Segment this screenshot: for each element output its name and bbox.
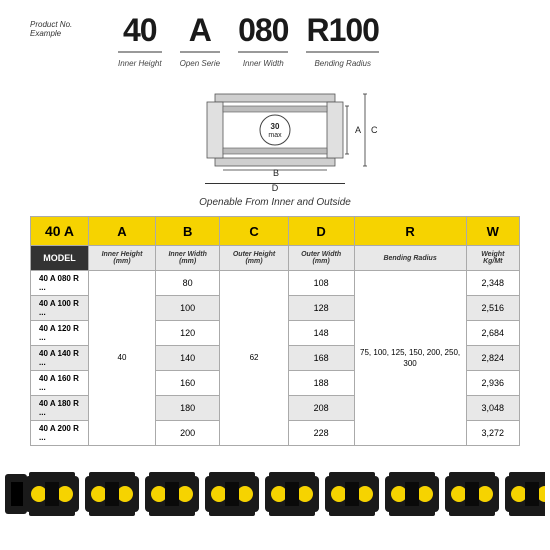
dim-d: D [0,183,550,193]
model-cell: 40 A 100 R ... [31,296,89,321]
code-value: R100 [306,12,379,53]
merged-c: 62 [220,271,288,446]
sub-b: Inner Width (mm) [155,246,219,271]
cell-d: 168 [288,346,354,371]
code-label: Bending Radius [306,59,379,68]
code-label: Inner Height [118,59,162,68]
dim-a: A [355,125,361,135]
product-code-header: Product No. Example 40 Inner Height A Op… [0,0,550,68]
table-row: 40 A 080 R ...40806210875, 100, 125, 150… [31,271,520,296]
model-cell: 40 A 140 R ... [31,346,89,371]
dim-c: C [371,125,378,135]
code-inner-width: 080 Inner Width [238,12,288,68]
cell-d: 108 [288,271,354,296]
cell-b: 80 [155,271,219,296]
code-label: Open Serie [180,59,220,68]
cell-w: 2,824 [466,346,519,371]
cell-b: 160 [155,371,219,396]
code-inner-height: 40 Inner Height [118,12,162,68]
cell-d: 188 [288,371,354,396]
model-cell: 40 A 080 R ... [31,271,89,296]
cell-w: 2,348 [466,271,519,296]
table-corner: 40 A [31,217,89,246]
merged-a: 40 [89,271,156,446]
model-cell: 40 A 180 R ... [31,396,89,421]
dim-d-line: D [0,179,550,193]
dimensions-table: 40 A A B C D R W MODEL Inner Height (mm)… [30,216,520,446]
circle-text-bottom: max [268,132,282,139]
model-cell: 40 A 120 R ... [31,321,89,346]
code-bending-radius: R100 Bending Radius [306,12,379,68]
sub-w: Weight Kg/Mt [466,246,519,271]
dimension-diagram: 30 max A C B D Openable From Inner and O… [0,86,550,208]
code-value: 40 [118,12,162,53]
diagram-caption: Openable From Inner and Outside [0,197,550,208]
col-d: D [288,217,354,246]
col-w: W [466,217,519,246]
sub-d: Outer Width (mm) [288,246,354,271]
cable-chain-image [0,464,550,524]
cell-d: 208 [288,396,354,421]
cell-w: 2,684 [466,321,519,346]
col-c: C [220,217,288,246]
cell-b: 120 [155,321,219,346]
merged-r: 75, 100, 125, 150, 200, 250, 300 [354,271,466,446]
cell-w: 3,048 [466,396,519,421]
sub-c: Outer Height (mm) [220,246,288,271]
sub-r: Bending Radius [354,246,466,271]
cell-w: 2,936 [466,371,519,396]
cell-w: 3,272 [466,421,519,446]
cell-d: 128 [288,296,354,321]
cell-b: 200 [155,421,219,446]
diagram-svg: 30 max A C B [165,86,385,176]
product-example-label: Product No. Example [30,12,100,38]
code-open-serie: A Open Serie [180,12,220,68]
cell-b: 140 [155,346,219,371]
col-b: B [155,217,219,246]
code-label: Inner Width [238,59,288,68]
cell-b: 100 [155,296,219,321]
code-value: 080 [238,12,288,53]
dim-b: B [273,168,279,176]
chain-svg [5,464,545,524]
circle-text-top: 30 [271,122,280,131]
cell-d: 148 [288,321,354,346]
model-cell: 40 A 200 R ... [31,421,89,446]
col-a: A [89,217,156,246]
code-value: A [180,12,220,53]
sub-a: Inner Height (mm) [89,246,156,271]
cell-b: 180 [155,396,219,421]
model-cell: 40 A 160 R ... [31,371,89,396]
model-header: MODEL [31,246,89,271]
col-r: R [354,217,466,246]
cell-d: 228 [288,421,354,446]
cell-w: 2,516 [466,296,519,321]
